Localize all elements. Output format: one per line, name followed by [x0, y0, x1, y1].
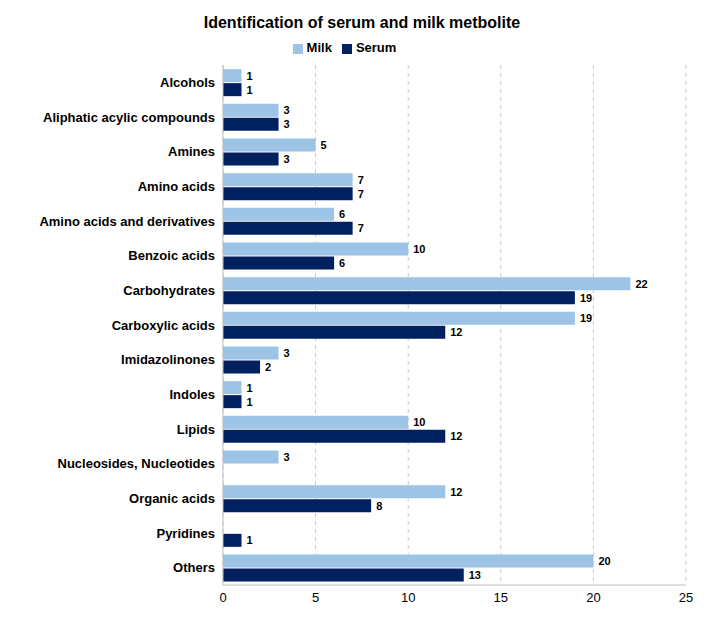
svg-text:6: 6 [339, 257, 345, 269]
svg-text:22: 22 [635, 278, 647, 290]
svg-text:2: 2 [265, 361, 271, 373]
html-text:Serum: Serum [355, 40, 397, 55]
svg-text:20: 20 [598, 555, 610, 567]
svg-text:15: 15 [494, 590, 508, 605]
svg-text:5: 5 [312, 590, 319, 605]
svg-text:13: 13 [469, 569, 481, 581]
svg-text:Alcohols: Alcohols [160, 75, 215, 90]
svg-text:20: 20 [586, 590, 600, 605]
svg-text:Lipids: Lipids [177, 422, 215, 437]
svg-text:3: 3 [284, 347, 290, 359]
svg-text:6: 6 [339, 208, 345, 220]
svg-text:1: 1 [247, 396, 253, 408]
svg-text:25: 25 [679, 590, 693, 605]
html-text:Milk: Milk [306, 40, 332, 55]
svg-text:7: 7 [358, 222, 364, 234]
svg-text:3: 3 [284, 451, 290, 463]
svg-text:5: 5 [321, 139, 327, 151]
svg-text:1: 1 [247, 382, 253, 394]
svg-text:Benzoic acids: Benzoic acids [128, 248, 215, 263]
svg-text:19: 19 [580, 312, 592, 324]
svg-text:7: 7 [358, 188, 364, 200]
svg-text:10: 10 [401, 590, 415, 605]
svg-text:Organic acids: Organic acids [129, 491, 215, 506]
svg-text:1: 1 [247, 84, 253, 96]
svg-text:10: 10 [413, 416, 425, 428]
svg-text:Pyridines: Pyridines [156, 526, 215, 541]
svg-text:10: 10 [413, 243, 425, 255]
svg-text:12: 12 [450, 326, 462, 338]
svg-text:Imidazolinones: Imidazolinones [121, 352, 215, 367]
svg-text:Others: Others [173, 560, 215, 575]
svg-text:Carbohydrates: Carbohydrates [123, 283, 215, 298]
svg-text:12: 12 [450, 430, 462, 442]
html-text:Identification of serum and mi: Identification of serum and milk metboli… [203, 14, 521, 31]
svg-text:Amino acids: Amino acids [138, 179, 215, 194]
svg-text:Amines: Amines [168, 144, 215, 159]
svg-text:3: 3 [284, 153, 290, 165]
svg-text:Indoles: Indoles [169, 387, 215, 402]
svg-text:3: 3 [284, 104, 290, 116]
svg-text:8: 8 [376, 500, 382, 512]
svg-text:19: 19 [580, 292, 592, 304]
svg-text:Nucleosides, Nucleotides: Nucleosides, Nucleotides [58, 456, 216, 471]
svg-text:1: 1 [247, 534, 253, 546]
svg-text:0: 0 [219, 590, 226, 605]
svg-text:7: 7 [358, 174, 364, 186]
svg-text:Carboxylic acids: Carboxylic acids [112, 318, 215, 333]
svg-text:12: 12 [450, 486, 462, 498]
svg-text:3: 3 [284, 118, 290, 130]
svg-text:1: 1 [247, 70, 253, 82]
svg-text:Aliphatic acylic compounds: Aliphatic acylic compounds [43, 110, 215, 125]
svg-text:Amino acids and derivatives: Amino acids and derivatives [39, 214, 215, 229]
